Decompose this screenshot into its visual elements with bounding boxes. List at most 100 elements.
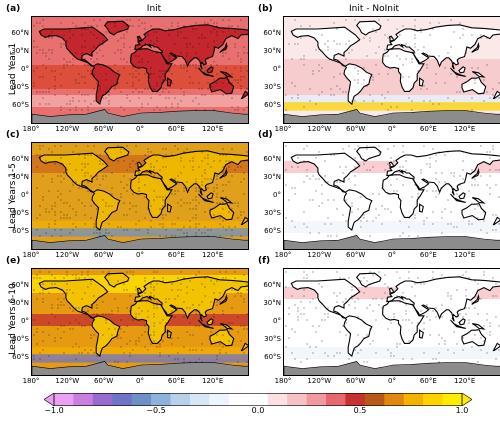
lon-tick-label: 60°W	[93, 125, 114, 133]
borneo-outline	[206, 318, 214, 326]
colorbar-max-extend	[461, 392, 473, 407]
stippling	[36, 145, 248, 237]
colorbar-segment	[423, 393, 443, 406]
lon-tick-label: 0°	[388, 377, 396, 385]
colorbar-segment	[306, 393, 327, 406]
panel-letter-c: (c)	[6, 130, 20, 140]
namerica-outline	[38, 152, 109, 193]
stippling	[285, 145, 500, 237]
lat-tick-label: 30°N	[263, 299, 281, 307]
lat-tick-label: 60°N	[263, 29, 281, 37]
greenland-outline	[103, 146, 130, 162]
map-panel-c	[31, 142, 249, 250]
australia-outline	[461, 76, 487, 95]
lon-tick-label: 0°	[388, 251, 396, 259]
australia-outline	[209, 328, 235, 347]
borneo-outline	[206, 66, 214, 74]
lat-tick-label: 30°N	[11, 299, 29, 307]
colorbar-segment	[228, 393, 249, 406]
nz-outline	[240, 342, 248, 352]
lat-tick-label: 30°S	[264, 335, 281, 343]
britain-outline	[136, 287, 143, 294]
greenland-outline	[355, 272, 382, 288]
eurasia-outline	[134, 150, 248, 196]
lon-tick-label: 180°	[22, 125, 40, 133]
nz-outline	[240, 216, 248, 226]
colorbar-segment	[326, 393, 346, 406]
lon-tick-label: 120°W	[307, 251, 332, 259]
lon-tick-label: 0°	[136, 125, 144, 133]
lon-tick-label: 60°E	[419, 125, 437, 133]
colorbar-segment	[151, 393, 171, 406]
japan-outline	[471, 294, 480, 305]
lat-tick-label: 60°S	[264, 353, 281, 361]
nz-outline	[492, 90, 500, 100]
lon-tick-label: 180°	[274, 251, 292, 259]
lat-tick-label: 60°S	[12, 353, 29, 361]
colorbar-segment	[190, 393, 210, 406]
lon-tick-label: 60°W	[345, 251, 366, 259]
newguinea-outline	[472, 71, 486, 78]
lat-tick-label: 60°S	[12, 227, 29, 235]
lon-tick-label: 120°W	[307, 377, 332, 385]
lon-tick-label: 60°E	[419, 251, 437, 259]
indonesia-outline	[198, 193, 214, 203]
antarctica-outline	[284, 235, 500, 249]
namerica-outline	[38, 26, 109, 67]
namerica-outline	[290, 152, 361, 193]
eurasia-outline	[386, 276, 500, 322]
greenland-outline	[103, 272, 130, 288]
colorbar-frame	[53, 393, 463, 406]
lat-tick-label: 30°S	[12, 335, 29, 343]
antarctica-outline	[284, 109, 500, 123]
panel-letter-b: (b)	[258, 4, 273, 14]
madagascar-outline	[167, 203, 172, 213]
colorbar-tick-label: −0.5	[146, 406, 166, 415]
panel-letter-e: (e)	[6, 256, 21, 266]
namerica-outline	[290, 26, 361, 67]
borneo-outline	[206, 192, 214, 200]
lon-tick-label: 60°W	[345, 125, 366, 133]
southern-ocean-band	[32, 95, 248, 107]
map-panel-e	[31, 268, 249, 376]
lat-tick-label: 60°N	[263, 155, 281, 163]
colorbar-segment	[287, 393, 307, 406]
stippling	[285, 271, 500, 363]
madagascar-outline	[419, 77, 424, 87]
newguinea-outline	[472, 197, 486, 204]
samerica-outline	[343, 189, 373, 231]
madagascar-outline	[419, 203, 424, 213]
namerica-outline	[38, 278, 109, 319]
eurasia-outline	[386, 24, 500, 70]
lon-tick-label: 180°	[22, 377, 40, 385]
lat-tick-label: 60°N	[263, 281, 281, 289]
colorbar-tick-label: 1.0	[455, 406, 469, 415]
lon-tick-label: 60°E	[419, 377, 437, 385]
greenland-outline	[355, 146, 382, 162]
samerica-outline	[91, 315, 121, 357]
samerica-outline	[343, 63, 373, 105]
japan-outline	[471, 168, 480, 179]
eurasia-outline	[134, 24, 248, 70]
southern-anomaly-band	[32, 354, 248, 363]
madagascar-outline	[167, 77, 172, 87]
colorbar-segment	[345, 393, 366, 406]
lat-tick-label: 60°S	[264, 101, 281, 109]
lon-tick-label: 120°E	[202, 251, 224, 259]
borneo-outline	[458, 192, 466, 200]
indonesia-outline	[198, 319, 214, 329]
lat-tick-label: 30°S	[12, 83, 29, 91]
britain-outline	[136, 35, 143, 42]
lat-tick-label: 0°	[273, 65, 281, 73]
colorbar-segment	[209, 393, 230, 406]
britain-outline	[388, 161, 395, 168]
colorbar-segment	[170, 393, 191, 406]
nz-outline	[492, 342, 500, 352]
lon-tick-label: 60°E	[167, 251, 185, 259]
colorbar-segment	[442, 393, 463, 406]
lat-tick-label: 30°N	[263, 173, 281, 181]
map-panel-b	[283, 16, 500, 124]
indonesia-outline	[450, 67, 466, 77]
britain-outline	[136, 161, 143, 168]
newguinea-outline	[472, 323, 486, 330]
